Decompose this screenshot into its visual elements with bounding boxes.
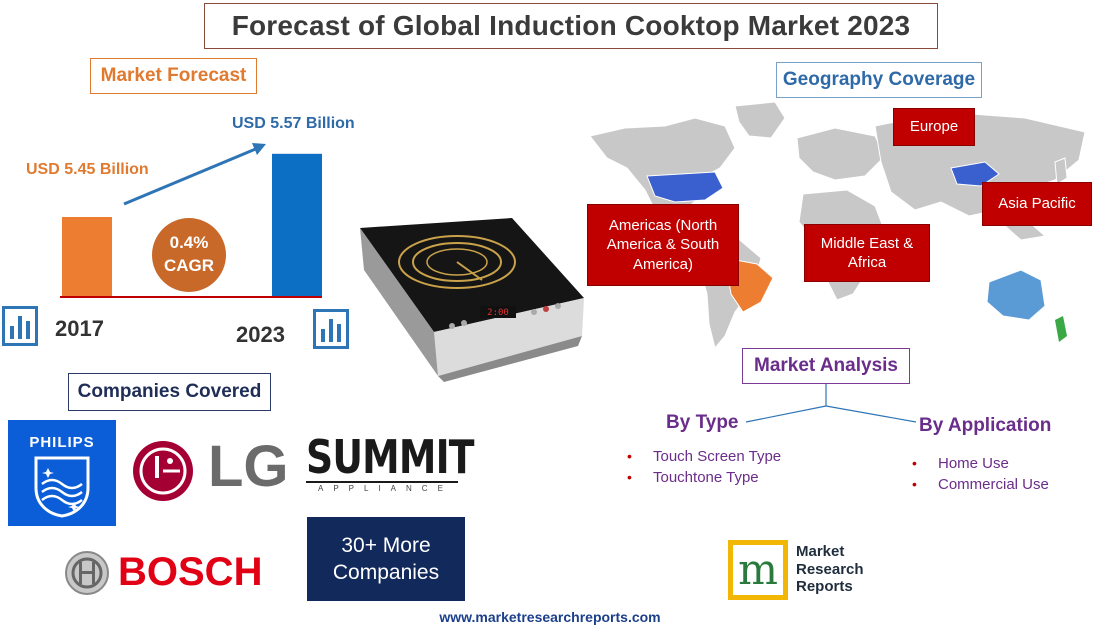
philips-shield-icon <box>34 456 90 518</box>
summit-logo-rule <box>306 481 458 483</box>
list-item: Commercial Use <box>912 476 1049 493</box>
analysis-connector <box>745 384 917 423</box>
growth-arrow-head <box>252 143 266 155</box>
x-tick-2023: 2023 <box>236 322 285 347</box>
lg-logo-text: LG <box>208 434 289 499</box>
list-item: Home Use <box>912 455 1049 472</box>
footer-url[interactable]: www.marketresearchreports.com <box>439 609 661 625</box>
bar-chart-icon <box>2 306 38 346</box>
by-type-list: Touch Screen Type Touchtone Type <box>627 448 781 490</box>
geography-coverage-heading: Geography Coverage <box>776 62 982 98</box>
region-middle-east-africa: Middle East & Africa <box>804 224 930 282</box>
induction-cooktop-image: 2:00 <box>360 218 584 382</box>
mrr-logo-icon: m <box>728 540 788 600</box>
region-europe: Europe <box>893 108 975 146</box>
region-americas: Americas (North America & South America) <box>587 204 739 286</box>
page-title: Forecast of Global Induction Cooktop Mar… <box>204 3 938 49</box>
list-item: Touchtone Type <box>627 469 781 486</box>
mrr-brand-line1: Market <box>796 543 845 560</box>
lg-logo-icon <box>133 441 193 501</box>
list-item: Touch Screen Type <box>627 448 781 465</box>
forecast-bar-chart <box>60 143 322 298</box>
bar-value-label-2023: USD 5.57 Billion <box>232 115 355 132</box>
cooktop-display: 2:00 <box>487 308 509 318</box>
x-tick-2017: 2017 <box>55 316 104 341</box>
cagr-badge: 0.4% CAGR <box>152 218 226 292</box>
bar-2023 <box>272 153 322 296</box>
mrr-brand-line3: Reports <box>796 578 853 596</box>
summit-logo-subtext: APPLIANCE <box>318 484 453 493</box>
bar-chart-icon <box>313 309 349 349</box>
bosch-logo-icon <box>65 551 109 595</box>
cagr-value: 0.4% <box>169 233 209 253</box>
growth-arrow <box>123 146 259 206</box>
cagr-label: CAGR <box>163 256 215 275</box>
market-analysis-heading: Market Analysis <box>742 348 910 384</box>
companies-covered-heading: Companies Covered <box>68 373 271 411</box>
bosch-logo-text: BOSCH <box>118 550 263 594</box>
by-application-list: Home Use Commercial Use <box>912 455 1049 497</box>
mrr-brand-line2: Research <box>796 560 864 578</box>
summit-logo-text: SUMMIT <box>306 430 475 484</box>
bar-value-label-2017: USD 5.45 Billion <box>26 161 149 178</box>
bar-2017 <box>62 217 112 296</box>
mrr-brand-name: Market Research Reports <box>796 543 864 596</box>
by-type-heading: By Type <box>666 412 739 433</box>
more-companies-box: 30+ More Companies <box>307 517 465 601</box>
philips-logo-text: PHILIPS <box>29 434 95 451</box>
by-application-heading: By Application <box>919 415 1052 436</box>
region-asia-pacific: Asia Pacific <box>982 182 1092 226</box>
philips-logo: PHILIPS <box>8 420 116 526</box>
market-forecast-heading: Market Forecast <box>90 58 257 94</box>
